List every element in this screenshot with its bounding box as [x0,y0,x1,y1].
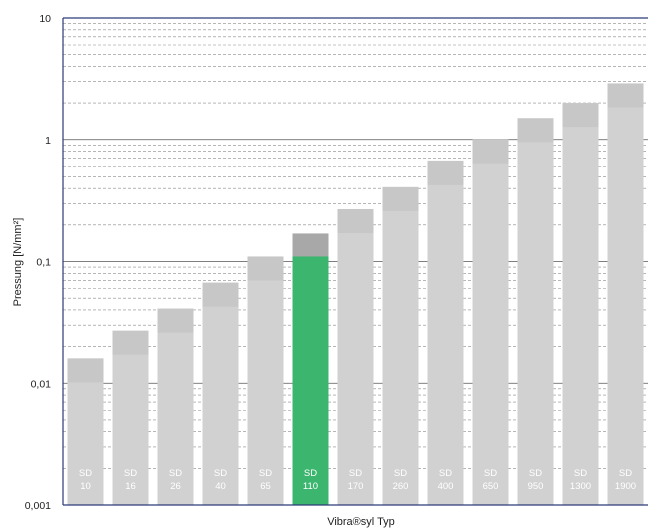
bar-top-shade [337,208,374,233]
y-axis-title: Pressung [N/mm²] [12,218,24,307]
bar-top-shade [472,139,509,164]
bar-label-line2: 1300 [570,481,591,492]
bar-top-shade [202,282,239,307]
bar-label-line2: 400 [438,481,454,492]
bar-label-line2: 170 [348,481,364,492]
bar-top-shade [607,83,644,108]
bar-label-line2: 260 [393,481,409,492]
bar [562,103,599,505]
bar [517,118,554,506]
bar [202,282,239,505]
bar-top-shade [67,358,104,383]
bars [67,83,644,506]
y-tick-labels: 0,001 0,01 0,1 1 10 [25,13,51,512]
bar-label-line1: SD [619,468,632,479]
y-tick-label: 1 [45,135,51,147]
bar-label-line2: 110 [303,481,318,492]
y-tick-label: 0,1 [36,257,51,269]
bar-top-shade [382,186,419,211]
bar-top-shade [157,308,194,333]
bar-label-line2: 950 [528,481,544,492]
bar-label-line2: 16 [125,481,136,492]
bar-label-line2: 650 [483,481,499,492]
bar-label-line1: SD [214,468,227,479]
bar-label-line1: SD [349,468,362,479]
bar-label-line1: SD [259,468,272,479]
y-tick-label: 10 [39,13,51,25]
bar-label-line1: SD [439,468,452,479]
bar-top-shade [247,256,284,281]
bar [247,256,284,505]
bar-label-line1: SD [79,468,92,479]
bar-top-shade [517,118,554,143]
bar [337,208,374,506]
bar [382,186,419,506]
bar-top-shade [112,330,149,355]
bar-label-line2: 40 [215,481,226,492]
bar-label-line1: SD [169,468,182,479]
bar-label-line1: SD [124,468,137,479]
bar-label-line2: 26 [170,481,181,492]
bar-labels: SD 10 SD 16 SD 26 SD 40 SD 65 SD 110 SD 170 SD 260 SD 400… [79,468,636,492]
bar [472,139,509,505]
bar-label-line1: SD [394,468,407,479]
bar-label-line1: SD [529,468,542,479]
bar [427,160,464,505]
bar-label-line2: 10 [80,481,91,492]
y-tick-label: 0,01 [31,378,52,390]
y-tick-label: 0,001 [25,500,51,512]
bar [607,83,644,506]
bar-label-line1: SD [574,468,587,479]
bar-label-line2: 1900 [615,481,636,492]
bar [67,358,104,505]
bar-highlight [292,256,329,505]
bar-top-shade [427,160,464,185]
bar-top-shade [562,103,599,128]
bar-label-line2: 65 [260,481,271,492]
bar-label-line1: SD [304,468,317,479]
axes [62,17,648,506]
bar-label-line1: SD [484,468,497,479]
bar [157,308,194,505]
bar [112,330,149,505]
x-axis-title: Vibra®syl Typ [327,516,395,528]
